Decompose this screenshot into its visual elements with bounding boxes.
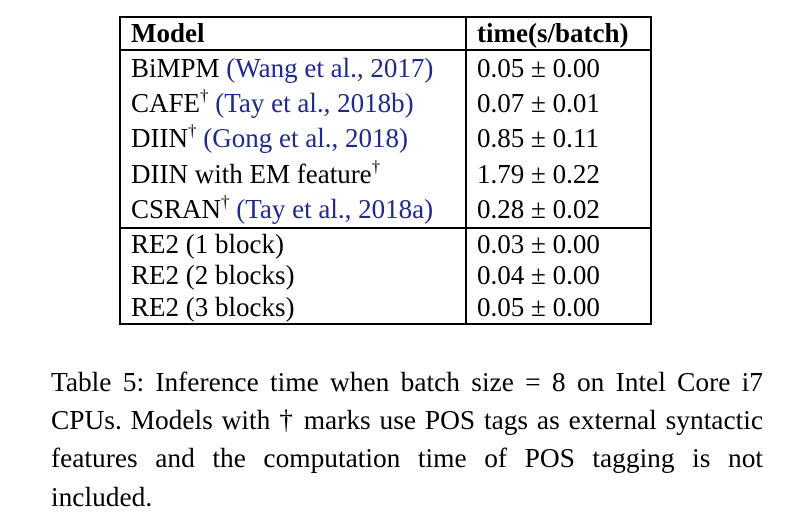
time-cell: 0.85 ± 0.11 xyxy=(466,121,652,157)
model-name: BiMPM xyxy=(131,52,220,83)
table-body: BiMPM (Wang et al., 2017) 0.05 ± 0.00 CA… xyxy=(119,50,652,325)
header-model: Model xyxy=(119,16,467,51)
model-cell: CSRAN† (Tay et al., 2018a) xyxy=(119,191,467,228)
model-cell: RE2 (3 blocks) xyxy=(119,291,467,325)
model-name: CSRAN xyxy=(131,193,222,224)
citation-link[interactable]: (Tay et al., 2018b) xyxy=(215,87,414,118)
model-cell: RE2 (1 block) xyxy=(119,226,467,260)
dagger-mark: † xyxy=(221,191,230,211)
citation-link[interactable]: (Gong et al., 2018) xyxy=(203,123,408,154)
model-cell: DIIN with EM feature† xyxy=(119,156,467,192)
model-cell: DIIN† (Gong et al., 2018) xyxy=(119,121,467,157)
table-row: CAFE† (Tay et al., 2018b) 0.07 ± 0.01 xyxy=(119,85,652,121)
results-table-container: Model time(s/batch) BiMPM (Wang et al., … xyxy=(119,16,652,325)
model-cell: RE2 (2 blocks) xyxy=(119,259,467,292)
time-cell: 0.07 ± 0.01 xyxy=(466,85,652,121)
dagger-mark: † xyxy=(200,85,209,105)
time-cell: 0.05 ± 0.00 xyxy=(466,291,652,325)
caption-rest: on Intel Core i7 CPUs. Models with † mar… xyxy=(51,367,763,512)
model-name: DIIN xyxy=(131,123,188,154)
citation-link[interactable]: (Wang et al., 2017) xyxy=(226,52,434,83)
table-row: RE2 (2 blocks) 0.04 ± 0.00 xyxy=(119,259,652,292)
table-row: RE2 (3 blocks) 0.05 ± 0.00 xyxy=(119,291,652,325)
table-row: DIIN† (Gong et al., 2018) 0.85 ± 0.11 xyxy=(119,121,652,157)
time-cell: 0.04 ± 0.00 xyxy=(466,259,652,292)
dagger-mark: † xyxy=(187,121,197,141)
table-header-row: Model time(s/batch) xyxy=(119,16,652,51)
model-name: CAFE xyxy=(131,87,201,118)
time-cell: 0.05 ± 0.00 xyxy=(466,50,652,86)
table-row: BiMPM (Wang et al., 2017) 0.05 ± 0.00 xyxy=(119,50,652,86)
time-cell: 0.03 ± 0.00 xyxy=(466,226,652,260)
header-time: time(s/batch) xyxy=(466,16,652,51)
caption-lead: Table 5: Inference time when batch size xyxy=(51,367,514,397)
citation-link[interactable]: (Tay et al., 2018a) xyxy=(236,193,434,224)
model-cell: CAFE† (Tay et al., 2018b) xyxy=(119,85,467,121)
table-row: RE2 (1 block) 0.03 ± 0.00 xyxy=(119,226,652,260)
model-cell: BiMPM (Wang et al., 2017) xyxy=(119,50,467,86)
table-row: CSRAN† (Tay et al., 2018a) 0.28 ± 0.02 xyxy=(119,191,652,228)
model-name: DIIN with EM feature xyxy=(131,158,372,189)
caption-math: = 8 xyxy=(513,367,577,397)
table-row: DIIN with EM feature† 1.79 ± 0.22 xyxy=(119,156,652,192)
time-cell: 0.28 ± 0.02 xyxy=(466,192,652,228)
inference-time-table: Model time(s/batch) BiMPM (Wang et al., … xyxy=(119,16,652,325)
table-caption: Table 5: Inference time when batch size … xyxy=(51,363,763,516)
dagger-mark: † xyxy=(371,156,381,176)
time-cell: 1.79 ± 0.22 xyxy=(466,156,652,192)
